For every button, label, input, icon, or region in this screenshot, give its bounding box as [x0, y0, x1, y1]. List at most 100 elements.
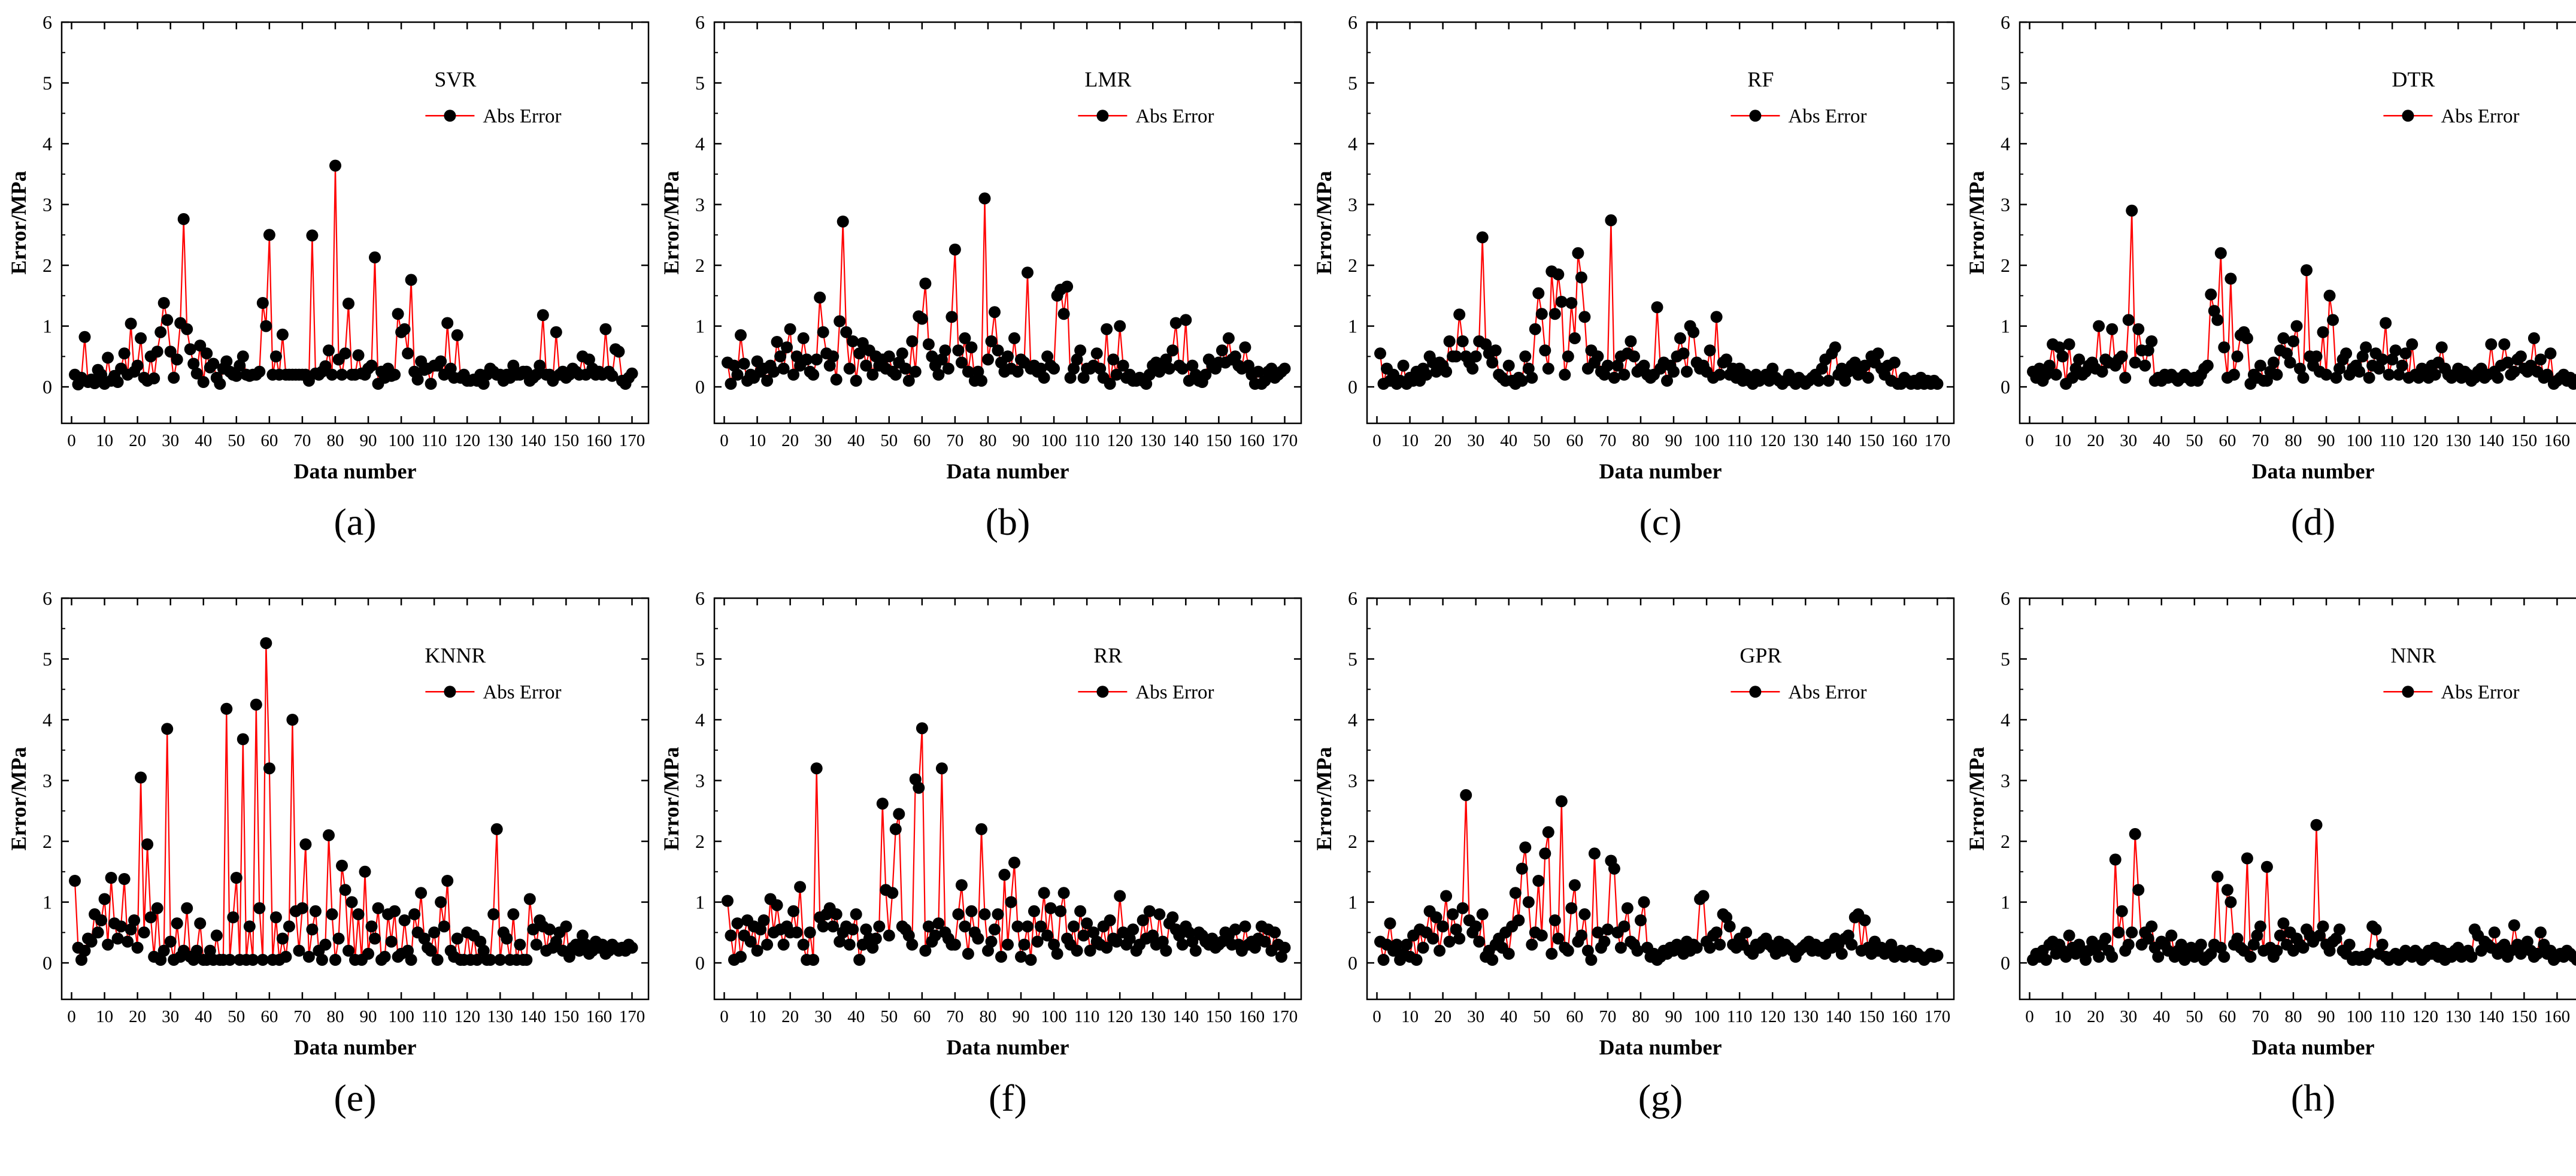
x-tick-label: 50	[1533, 431, 1550, 450]
data-point	[1035, 920, 1047, 933]
data-point	[2396, 359, 2408, 372]
data-point	[2225, 272, 2237, 285]
data-point	[2389, 344, 2402, 357]
data-point	[2201, 359, 2214, 372]
data-point	[948, 938, 961, 951]
x-tick-label: 20	[1434, 1007, 1451, 1026]
data-point	[2465, 950, 2478, 963]
x-tick-label: 120	[2412, 431, 2438, 450]
data-point	[1578, 311, 1591, 323]
data-point	[306, 923, 319, 936]
data-point	[2277, 917, 2290, 930]
data-point	[810, 353, 823, 366]
data-point	[1502, 359, 1515, 372]
data-point	[2260, 374, 2273, 387]
data-point	[1390, 938, 1403, 951]
data-point	[2284, 356, 2296, 369]
data-point	[197, 376, 210, 388]
data-point	[1674, 332, 1686, 344]
data-points	[722, 192, 1291, 390]
data-point	[102, 351, 114, 364]
data-point	[2165, 929, 2178, 942]
legend-title: NNR	[2390, 643, 2436, 667]
data-point	[1661, 374, 1673, 387]
data-point	[1008, 332, 1020, 344]
data-point	[128, 914, 141, 926]
x-tick-label: 10	[1401, 431, 1419, 450]
x-tick-label: 160	[1892, 1007, 1918, 1026]
data-point	[807, 954, 820, 966]
data-point	[164, 345, 177, 358]
x-tick-label: 160	[2544, 431, 2571, 450]
data-point	[1252, 365, 1265, 378]
y-tick-label: 1	[2001, 316, 2010, 337]
data-point	[2122, 938, 2135, 951]
data-point	[1153, 908, 1166, 920]
data-point	[972, 932, 984, 945]
data-point	[876, 798, 889, 810]
data-point	[2129, 356, 2141, 369]
x-tick-label: 90	[1665, 431, 1683, 450]
data-point	[441, 875, 454, 887]
data-point	[1123, 932, 1136, 945]
legend-title: DTR	[2392, 67, 2435, 91]
x-axis-label: Data number	[294, 459, 417, 483]
x-tick-label: 70	[2251, 1007, 2269, 1026]
data-point	[2106, 323, 2119, 335]
data-point	[530, 938, 543, 951]
data-point	[1539, 344, 1551, 357]
legend-title: KNNR	[425, 643, 486, 667]
x-tick-label: 110	[1727, 1007, 1752, 1026]
data-point	[95, 914, 108, 926]
data-point	[761, 938, 774, 951]
data-point	[1608, 371, 1620, 384]
data-point	[1186, 935, 1199, 948]
data-point	[922, 338, 935, 350]
data-point	[237, 733, 249, 745]
data-point	[1519, 350, 1532, 363]
data-point	[253, 902, 266, 914]
legend-marker-swatch	[1096, 110, 1109, 122]
data-point	[250, 698, 262, 711]
y-tick-label: 2	[43, 254, 52, 276]
legend-label: Abs Error	[1135, 681, 1214, 703]
y-tick-label: 2	[1348, 254, 1357, 276]
data-point	[2281, 347, 2293, 360]
data-point	[527, 923, 540, 936]
data-point	[1618, 368, 1631, 381]
data-point	[2330, 371, 2342, 384]
data-point	[1690, 941, 1703, 954]
data-point	[346, 896, 358, 908]
y-tick-label: 5	[1348, 648, 1357, 670]
data-point	[2406, 338, 2419, 350]
x-tick-label: 10	[2054, 431, 2071, 450]
data-point	[1710, 311, 1723, 323]
data-point	[1180, 314, 1192, 326]
x-tick-label: 110	[422, 431, 447, 450]
data-point	[975, 374, 987, 387]
x-tick-label: 150	[2511, 1007, 2538, 1026]
x-tick-label: 100	[2346, 1007, 2372, 1026]
y-tick-label: 4	[695, 133, 705, 154]
data-point	[2297, 371, 2310, 384]
x-tick-label: 140	[1173, 1007, 1199, 1026]
data-point	[850, 908, 862, 920]
data-point	[1440, 365, 1453, 378]
data-point	[1859, 359, 1871, 372]
data-point	[1568, 879, 1581, 892]
x-tick-label: 150	[1206, 1007, 1232, 1026]
data-point	[537, 309, 549, 322]
data-point	[959, 332, 971, 344]
data-point	[2343, 938, 2356, 951]
data-point	[906, 938, 919, 951]
data-point	[1278, 362, 1291, 375]
data-point	[1437, 920, 1449, 933]
data-point	[194, 340, 207, 352]
data-point	[95, 368, 108, 381]
x-tick-label: 80	[326, 431, 344, 450]
data-point	[774, 350, 787, 363]
data-point	[1077, 929, 1090, 942]
data-point	[1568, 332, 1581, 344]
x-tick-label: 40	[847, 431, 865, 450]
